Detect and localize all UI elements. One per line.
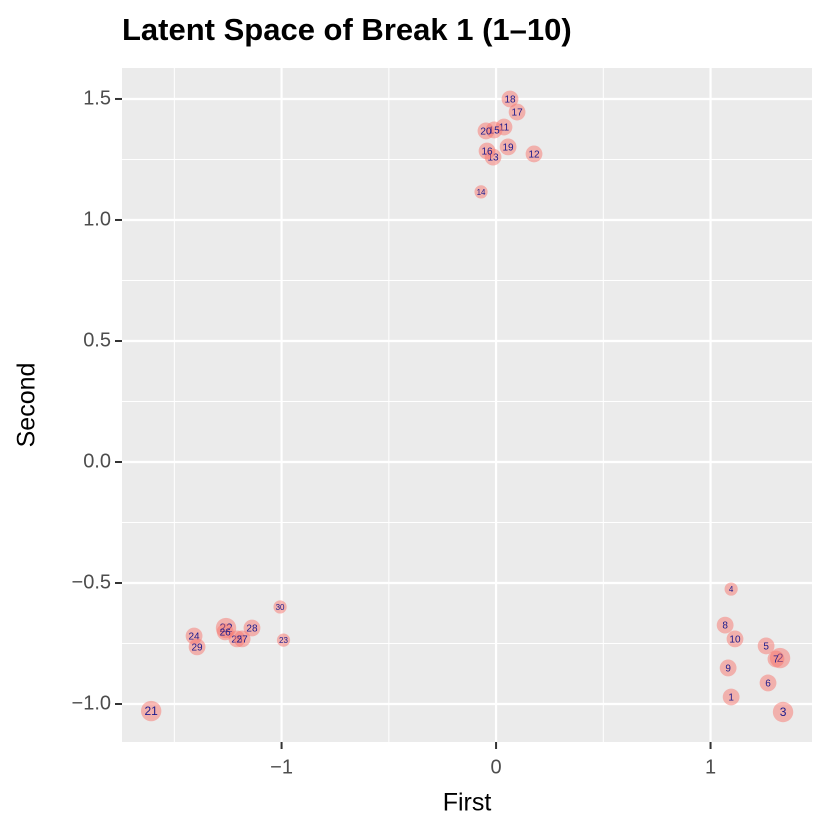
point-label: 21 (144, 704, 158, 718)
point-label: 30 (276, 603, 285, 612)
point-label: 14 (477, 188, 486, 197)
point (767, 650, 785, 668)
point-label: 20 (480, 127, 492, 138)
y-axis-title: Second (13, 363, 41, 448)
point-label: 5 (763, 642, 769, 653)
point (726, 630, 744, 648)
point-label: 10 (729, 635, 741, 646)
point (216, 623, 234, 641)
point-label: 16 (481, 147, 493, 158)
point-label: 23 (279, 636, 288, 645)
point (477, 122, 495, 140)
y-tick-label: −0.5 (72, 571, 111, 593)
y-tick-label: 1.0 (83, 208, 111, 230)
point (273, 600, 287, 614)
point (276, 633, 291, 647)
point (243, 619, 261, 637)
point-label: 29 (192, 643, 204, 654)
point (724, 582, 738, 596)
point (716, 616, 734, 634)
point-label: 3 (780, 705, 787, 719)
point-label: 27 (237, 635, 249, 646)
point-label: 1 (728, 693, 734, 704)
point (525, 145, 543, 163)
y-tick-label: 1.5 (83, 87, 111, 109)
point (474, 185, 488, 199)
point (499, 138, 517, 156)
chart-title: Latent Space of Break 1 (1–10) (122, 12, 572, 47)
point-label: 24 (189, 632, 201, 643)
point (759, 674, 777, 692)
point (719, 659, 737, 677)
point (140, 700, 162, 722)
x-axis-title: First (443, 789, 492, 817)
point (188, 638, 206, 656)
point (508, 103, 526, 121)
point (757, 637, 775, 655)
point-label: 11 (499, 123, 510, 134)
y-tick-label: −1.0 (72, 692, 111, 714)
point-label: 18 (504, 95, 516, 106)
point-label: 6 (765, 679, 771, 690)
panel (122, 68, 812, 742)
x-tick-label: 0 (491, 756, 502, 778)
point-label: 7 (773, 655, 779, 666)
point-label: 13 (487, 153, 499, 164)
point-label: 28 (246, 624, 258, 635)
y-tick-label: 0.0 (83, 450, 111, 472)
point (772, 701, 794, 723)
point (722, 688, 740, 706)
point-label: 4 (729, 585, 734, 594)
point-label: 19 (503, 143, 515, 154)
x-tick-label: 1 (705, 756, 716, 778)
point (478, 142, 496, 160)
point-label: 8 (722, 621, 728, 632)
point-label: 12 (528, 150, 540, 161)
y-tick-label: 0.5 (83, 329, 111, 351)
x-tick-label: −1 (270, 756, 293, 778)
point (233, 630, 251, 648)
point-label: 26 (220, 628, 232, 639)
point-label: 17 (512, 108, 524, 119)
point (501, 90, 519, 108)
point-label: 9 (725, 664, 731, 675)
